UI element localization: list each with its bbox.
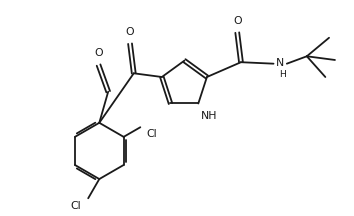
Text: Cl: Cl [70,201,81,211]
Text: Cl: Cl [146,129,157,140]
Text: O: O [233,16,241,26]
Text: O: O [94,48,103,58]
Text: O: O [126,27,135,37]
Text: N: N [276,58,284,68]
Text: NH: NH [201,111,218,121]
Text: H: H [279,70,286,79]
